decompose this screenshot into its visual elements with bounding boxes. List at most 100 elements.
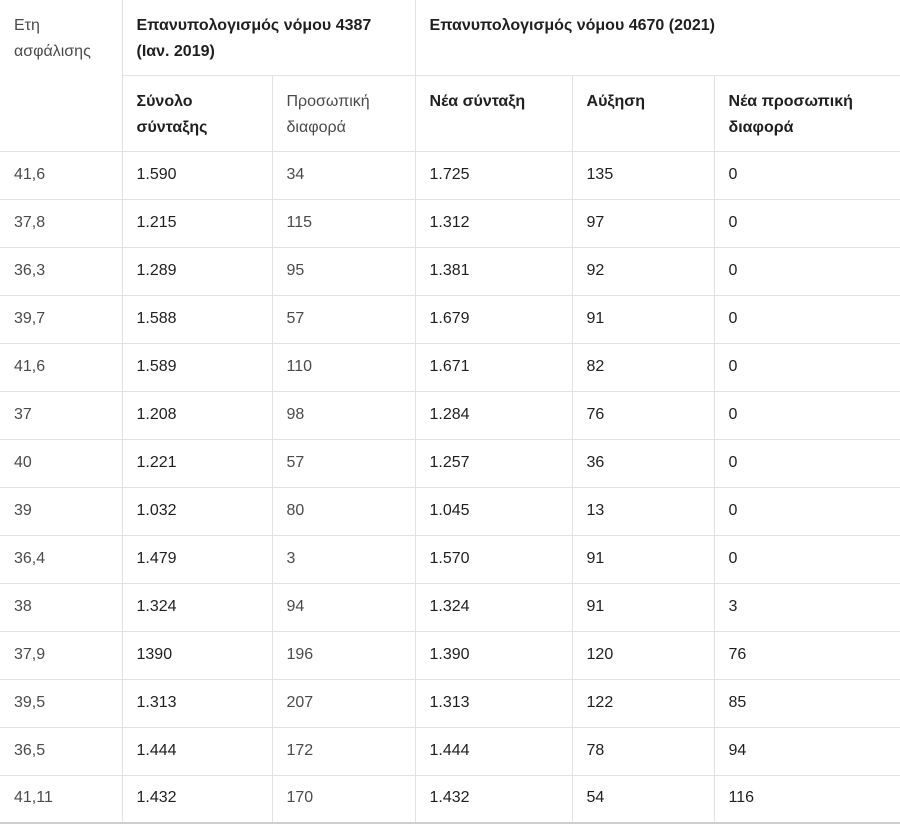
- table-row: 36,5 1.444 172 1.444 78 94: [0, 727, 900, 776]
- table-body: 41,6 1.590 34 1.725 135 0 37,8 1.215 115 1.312 97 0…: [0, 151, 900, 825]
- cell-personal-difference: 95: [272, 247, 416, 296]
- cell-new-personal-difference: 94: [714, 727, 900, 776]
- header-total-pension: Σύνολο σύνταξης: [122, 75, 273, 152]
- cell-personal-difference: 57: [272, 295, 416, 344]
- cell-years-of-insurance: 41,11: [0, 775, 123, 825]
- cell-new-pension: 1.390: [415, 631, 573, 680]
- cell-new-pension: 1.284: [415, 391, 573, 440]
- cell-years-of-insurance: 38: [0, 583, 123, 632]
- cell-new-personal-difference: 3: [714, 583, 900, 632]
- table-row: 39,5 1.313 207 1.313 122 85: [0, 679, 900, 728]
- cell-personal-difference: 80: [272, 487, 416, 536]
- cell-increase: 91: [572, 583, 715, 632]
- cell-years-of-insurance: 37: [0, 391, 123, 440]
- cell-personal-difference: 170: [272, 775, 416, 825]
- cell-personal-difference: 98: [272, 391, 416, 440]
- cell-years-of-insurance: 37,8: [0, 199, 123, 248]
- cell-personal-difference: 172: [272, 727, 416, 776]
- header-new-pension: Νέα σύνταξη: [415, 75, 573, 152]
- cell-increase: 135: [572, 151, 715, 200]
- cell-new-pension: 1.679: [415, 295, 573, 344]
- cell-personal-difference: 196: [272, 631, 416, 680]
- table-row: 36,3 1.289 95 1.381 92 0: [0, 247, 900, 296]
- cell-personal-difference: 57: [272, 439, 416, 488]
- header-personal-difference: Προσωπική διαφορά: [272, 75, 416, 152]
- cell-new-pension: 1.324: [415, 583, 573, 632]
- table-row: 36,4 1.479 3 1.570 91 0: [0, 535, 900, 584]
- cell-new-pension: 1.313: [415, 679, 573, 728]
- cell-new-pension: 1.432: [415, 775, 573, 825]
- cell-new-pension: 1.381: [415, 247, 573, 296]
- cell-new-pension: 1.725: [415, 151, 573, 200]
- cell-new-pension: 1.257: [415, 439, 573, 488]
- cell-increase: 122: [572, 679, 715, 728]
- cell-increase: 120: [572, 631, 715, 680]
- cell-years-of-insurance: 40: [0, 439, 123, 488]
- cell-total-pension: 1.590: [122, 151, 273, 200]
- table-header: Ετη ασφάλισης Επανυπολογισμός νόμου 4387…: [0, 0, 900, 152]
- table-row: 37,9 1390 196 1.390 120 76: [0, 631, 900, 680]
- cell-total-pension: 1.313: [122, 679, 273, 728]
- cell-total-pension: 1.289: [122, 247, 273, 296]
- header-increase: Αύξηση: [572, 75, 715, 152]
- cell-new-personal-difference: 0: [714, 151, 900, 200]
- table-row: 40 1.221 57 1.257 36 0: [0, 439, 900, 488]
- cell-total-pension: 1.479: [122, 535, 273, 584]
- table-row: 39,7 1.588 57 1.679 91 0: [0, 295, 900, 344]
- table-row: 41,6 1.589 110 1.671 82 0: [0, 343, 900, 392]
- cell-new-personal-difference: 0: [714, 439, 900, 488]
- cell-new-personal-difference: 76: [714, 631, 900, 680]
- cell-increase: 76: [572, 391, 715, 440]
- cell-new-personal-difference: 0: [714, 391, 900, 440]
- cell-total-pension: 1.221: [122, 439, 273, 488]
- cell-total-pension: 1.589: [122, 343, 273, 392]
- group-header-row: Ετη ασφάλισης Επανυπολογισμός νόμου 4387…: [0, 0, 900, 152]
- cell-personal-difference: 94: [272, 583, 416, 632]
- cell-new-pension: 1.312: [415, 199, 573, 248]
- cell-personal-difference: 3: [272, 535, 416, 584]
- cell-years-of-insurance: 37,9: [0, 631, 123, 680]
- table-row: 39 1.032 80 1.045 13 0: [0, 487, 900, 536]
- sub-header-row: Σύνολο σύνταξης Προσωπική διαφορά Νέα σύ…: [0, 75, 900, 152]
- cell-total-pension: 1.444: [122, 727, 273, 776]
- header-new-personal-difference: Νέα προσωπική διαφορά: [714, 75, 900, 152]
- cell-years-of-insurance: 36,5: [0, 727, 123, 776]
- cell-increase: 97: [572, 199, 715, 248]
- cell-years-of-insurance: 39,5: [0, 679, 123, 728]
- cell-years-of-insurance: 39,7: [0, 295, 123, 344]
- cell-increase: 78: [572, 727, 715, 776]
- cell-personal-difference: 115: [272, 199, 416, 248]
- cell-new-personal-difference: 0: [714, 343, 900, 392]
- table-row: 41,6 1.590 34 1.725 135 0: [0, 151, 900, 200]
- cell-new-personal-difference: 0: [714, 295, 900, 344]
- cell-new-personal-difference: 0: [714, 199, 900, 248]
- cell-years-of-insurance: 36,4: [0, 535, 123, 584]
- header-years-of-insurance: Ετη ασφάλισης: [0, 0, 123, 152]
- cell-years-of-insurance: 36,3: [0, 247, 123, 296]
- cell-new-pension: 1.671: [415, 343, 573, 392]
- cell-years-of-insurance: 39: [0, 487, 123, 536]
- table-row: 37,8 1.215 115 1.312 97 0: [0, 199, 900, 248]
- header-group-law-4670: Επανυπολογισμός νόμου 4670 (2021): [415, 0, 900, 76]
- cell-total-pension: 1.324: [122, 583, 273, 632]
- table-row: 37 1.208 98 1.284 76 0: [0, 391, 900, 440]
- cell-new-personal-difference: 85: [714, 679, 900, 728]
- cell-personal-difference: 207: [272, 679, 416, 728]
- cell-personal-difference: 34: [272, 151, 416, 200]
- cell-increase: 82: [572, 343, 715, 392]
- cell-increase: 13: [572, 487, 715, 536]
- cell-personal-difference: 110: [272, 343, 416, 392]
- table-row: 41,11 1.432 170 1.432 54 116: [0, 775, 900, 825]
- cell-total-pension: 1.032: [122, 487, 273, 536]
- cell-total-pension: 1.215: [122, 199, 273, 248]
- cell-total-pension: 1.208: [122, 391, 273, 440]
- cell-new-pension: 1.045: [415, 487, 573, 536]
- cell-new-pension: 1.444: [415, 727, 573, 776]
- cell-new-personal-difference: 0: [714, 487, 900, 536]
- cell-new-personal-difference: 116: [714, 775, 900, 825]
- cell-years-of-insurance: 41,6: [0, 343, 123, 392]
- cell-total-pension: 1.432: [122, 775, 273, 825]
- table-row: 38 1.324 94 1.324 91 3: [0, 583, 900, 632]
